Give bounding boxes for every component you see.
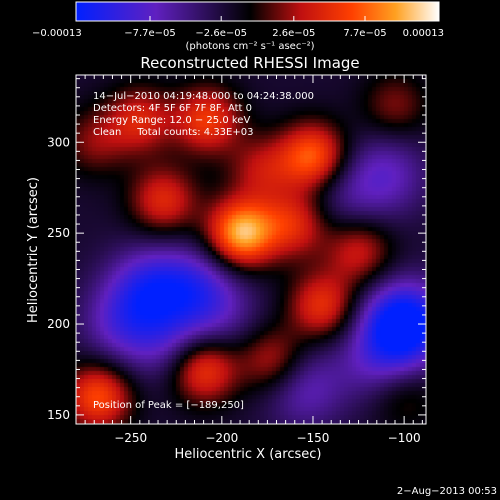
x-tick-label: −100	[388, 431, 421, 445]
colorbar-tick-label: 0.00013	[403, 28, 444, 39]
colorbar-gradient	[75, 1, 440, 22]
colorbar-tick-label: 2.6e−05	[272, 28, 315, 39]
annotations: 14−Jul−2010 04:19:48.000 to 04:24:38.000…	[93, 91, 314, 411]
colorbar-unit-label: (photons cm⁻² s⁻¹ asec⁻²)	[185, 41, 314, 52]
axis-ticks: −250 −200 −150 −100 150 200 250 300	[47, 75, 426, 445]
colorbar-ticks: −0.00013 −7.7e−05 −2.6e−05 2.6e−05 7.7e−05 0.…	[32, 16, 444, 39]
annotation-time-range: 14−Jul−2010 04:19:48.000 to 04:24:38.000	[93, 91, 314, 102]
annotation-detectors: Detectors: 4F 5F 6F 7F 8F, Att 0	[93, 103, 252, 114]
x-tick-label: −250	[114, 431, 147, 445]
annotation-peak-position: Position of Peak = [−189,250]	[93, 400, 244, 411]
y-tick-label: 200	[47, 317, 70, 331]
colorbar-tick-label: −0.00013	[32, 28, 82, 39]
colorbar-tick-label: −2.6e−05	[195, 28, 247, 39]
x-tick-label: −150	[296, 431, 329, 445]
y-tick-label: 300	[47, 135, 70, 149]
footer-timestamp: 2−Aug−2013 00:53	[397, 486, 497, 497]
y-axis-label: Heliocentric Y (arcsec)	[26, 177, 41, 323]
plot-area: −250 −200 −150 −100 150 200 250 300	[47, 74, 427, 445]
colorbar: −0.00013 −7.7e−05 −2.6e−05 2.6e−05 7.7e−05 0.…	[32, 1, 444, 52]
plot-frame	[75, 74, 427, 425]
colorbar-tick-label: −7.7e−05	[124, 28, 176, 39]
y-tick-label: 250	[47, 226, 70, 240]
chart-title: Reconstructed RHESSI Image	[140, 54, 359, 72]
colorbar-tick-label: 7.7e−05	[343, 28, 386, 39]
annotation-clean-counts: Clean Total counts: 4.33E+03	[93, 127, 253, 138]
annotation-energy-range: Energy Range: 12.0 − 25.0 keV	[93, 115, 250, 126]
x-axis-label: Heliocentric X (arcsec)	[175, 447, 322, 462]
y-tick-label: 150	[47, 408, 70, 422]
x-tick-label: −200	[205, 431, 238, 445]
